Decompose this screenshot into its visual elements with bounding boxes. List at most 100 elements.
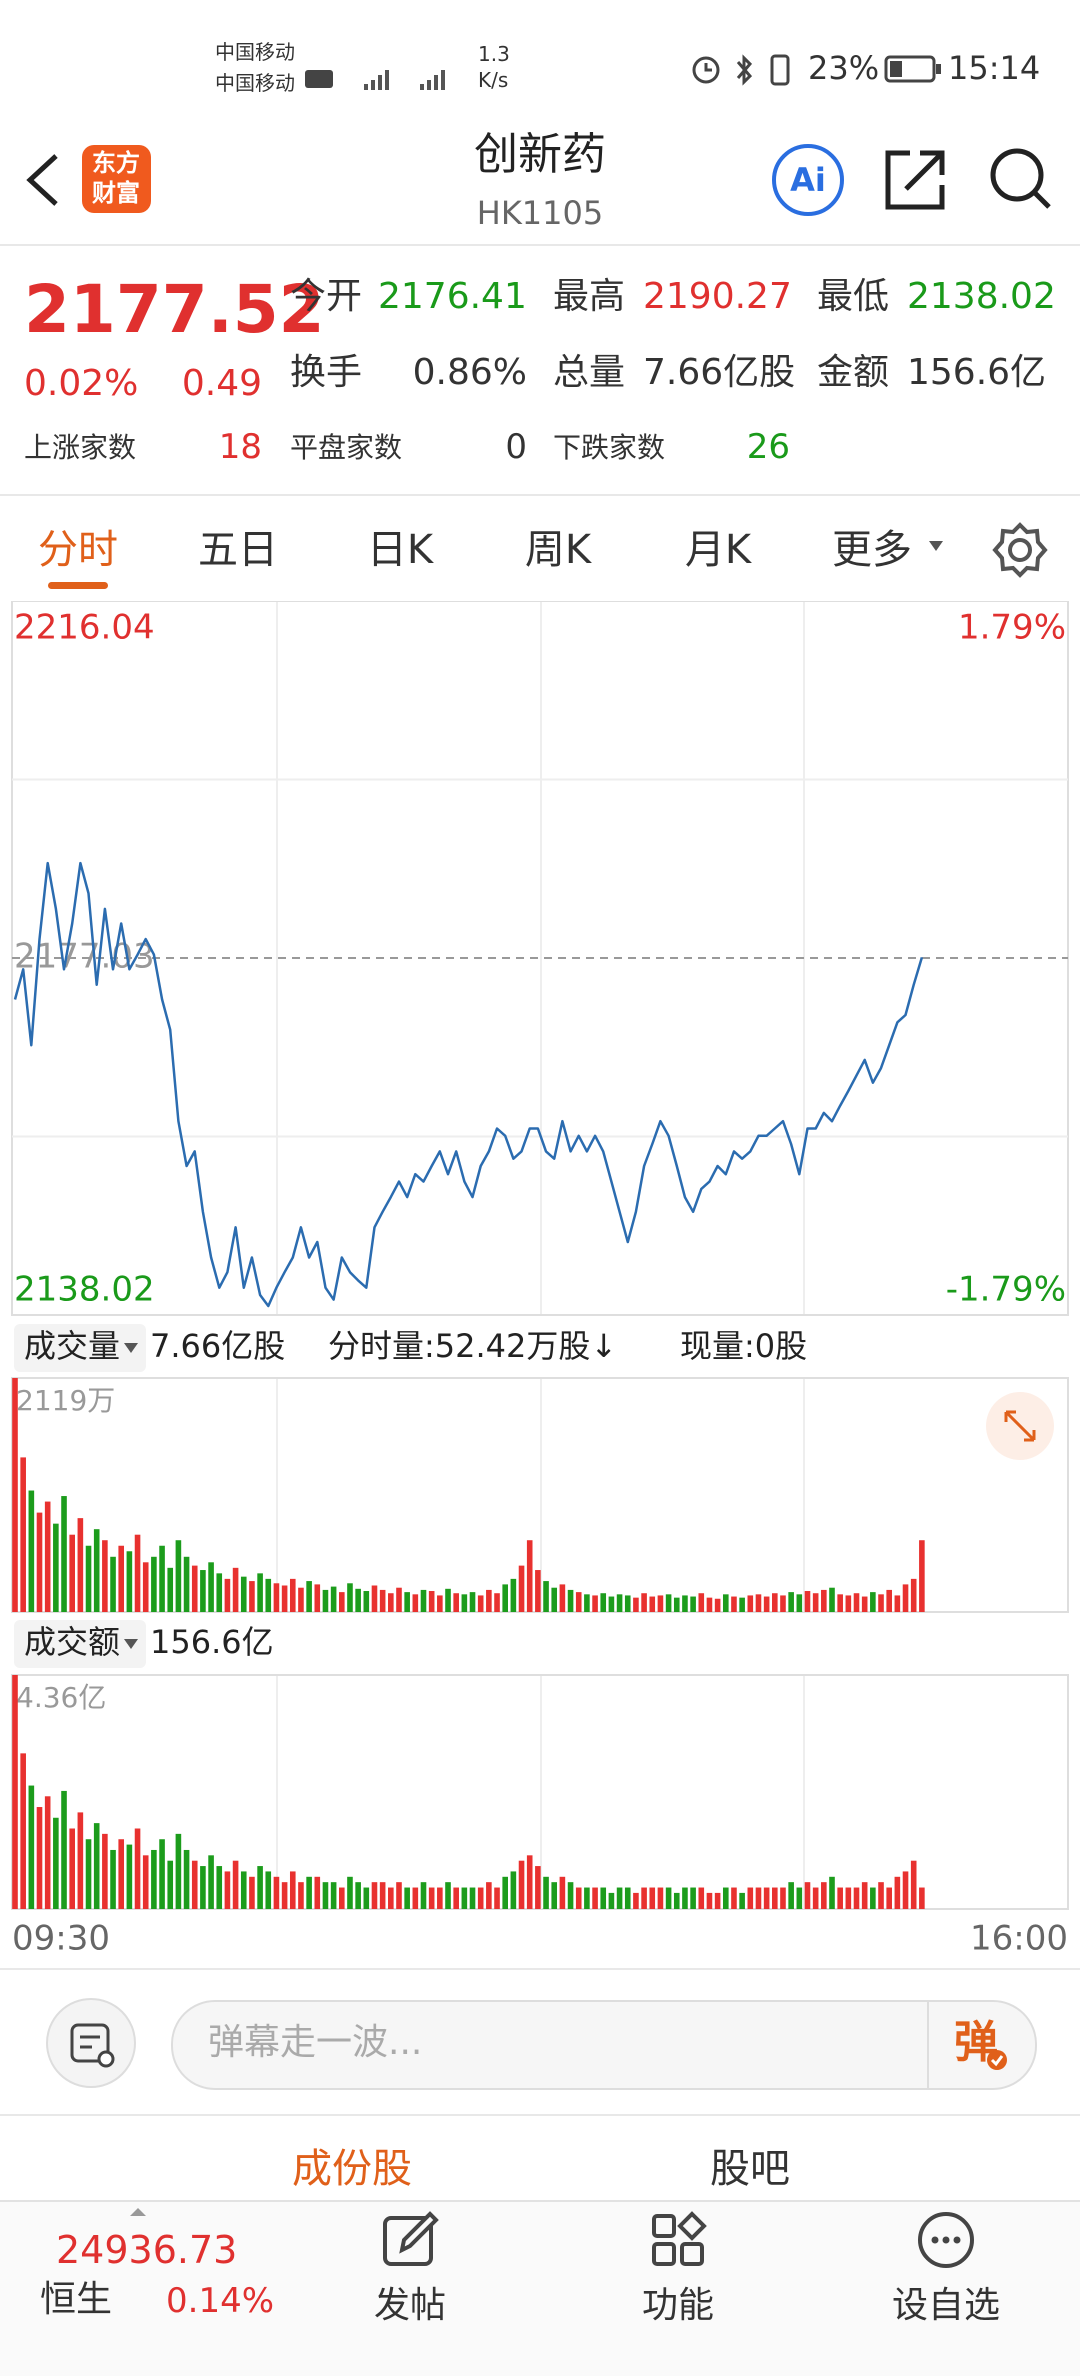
bar xyxy=(878,1882,884,1909)
tab[interactable]: 五日 xyxy=(198,527,278,573)
bar xyxy=(592,1595,598,1612)
y-tick-label: 4.36亿 xyxy=(16,1681,106,1714)
bar xyxy=(175,1540,182,1612)
tab-more[interactable]: 更多 xyxy=(832,527,912,573)
bar xyxy=(224,1871,231,1909)
bar xyxy=(714,1598,721,1612)
back-button[interactable] xyxy=(20,150,70,210)
bar xyxy=(494,1887,500,1909)
expand-button[interactable] xyxy=(986,1392,1054,1460)
bar xyxy=(747,1595,754,1612)
tab[interactable]: 分时 xyxy=(38,527,118,573)
bar xyxy=(649,1596,656,1612)
nav-label[interactable]: 设自选 xyxy=(891,2285,1001,2326)
index-value[interactable]: 24936.73 xyxy=(56,2228,238,2272)
bar xyxy=(845,1887,852,1909)
bar xyxy=(804,1591,811,1612)
bar xyxy=(159,1839,165,1909)
bar xyxy=(690,1596,696,1612)
bar xyxy=(44,1796,51,1909)
bar xyxy=(445,1882,451,1909)
tab[interactable]: 日K xyxy=(366,527,434,573)
bar xyxy=(240,1871,247,1909)
sub-tab[interactable]: 成份股 xyxy=(292,2146,412,2192)
bar xyxy=(592,1887,598,1909)
bar xyxy=(388,1593,394,1612)
bar xyxy=(412,1594,419,1612)
last-price: 2177.52 xyxy=(24,271,325,348)
bar xyxy=(53,1523,59,1612)
bar xyxy=(902,1584,909,1612)
bar xyxy=(183,1849,190,1909)
change-pct: 0.02% xyxy=(24,363,139,404)
bar xyxy=(93,1529,100,1612)
price-line xyxy=(13,861,924,1308)
dropdown-caret xyxy=(929,541,943,551)
bar xyxy=(641,1887,647,1909)
bar xyxy=(249,1876,255,1909)
function-icon[interactable] xyxy=(648,2210,708,2270)
bar xyxy=(706,1597,713,1612)
index-name[interactable]: 恒生 xyxy=(40,2279,113,2320)
bar xyxy=(404,1592,410,1612)
bar xyxy=(85,1839,92,1909)
bar xyxy=(657,1595,664,1612)
bar xyxy=(437,1887,443,1909)
bar xyxy=(535,1866,541,1909)
bar xyxy=(894,1595,901,1612)
breadth-label: 下跌家数 xyxy=(553,431,666,464)
bar xyxy=(837,1594,843,1612)
divider xyxy=(0,494,1080,496)
nav-label[interactable]: 发帖 xyxy=(373,2285,447,2326)
bar xyxy=(526,1540,533,1612)
bar xyxy=(306,1581,312,1612)
post-icon[interactable] xyxy=(380,2210,440,2270)
comment-input[interactable] xyxy=(171,2000,1037,2090)
tab[interactable]: 周K xyxy=(524,527,592,573)
bar xyxy=(232,1567,239,1612)
bar xyxy=(371,1882,378,1909)
tab-indicator xyxy=(48,582,108,589)
tab[interactable]: 月K xyxy=(684,527,752,573)
bar xyxy=(61,1790,67,1909)
sub-tab[interactable]: 股吧 xyxy=(710,2146,790,2192)
field-label: 金额 xyxy=(817,352,890,393)
index-change[interactable]: 0.14% xyxy=(166,2281,275,2321)
field-label: 今开 xyxy=(290,276,363,317)
bar xyxy=(126,1551,133,1612)
share-button[interactable] xyxy=(880,145,950,215)
x-label: 16:00 xyxy=(970,1919,1068,1959)
nav-label[interactable]: 功能 xyxy=(641,2285,715,2326)
ai-label: Ai xyxy=(790,161,826,199)
panel-stat: 7.66亿股 xyxy=(150,1327,285,1365)
bar xyxy=(494,1593,500,1612)
bar xyxy=(600,1887,607,1909)
stock-code: HK1105 xyxy=(476,194,604,232)
search-button[interactable] xyxy=(985,145,1055,215)
bar xyxy=(469,1887,476,1909)
settings-button[interactable] xyxy=(990,520,1050,580)
bar xyxy=(36,1512,43,1612)
bar xyxy=(763,1596,770,1612)
bar xyxy=(445,1588,451,1612)
bar xyxy=(690,1887,696,1909)
bar xyxy=(208,1562,214,1612)
bar xyxy=(142,1855,149,1909)
watchlist-icon[interactable] xyxy=(916,2210,976,2270)
expand-caret[interactable] xyxy=(128,2206,148,2218)
breadth-label: 平盘家数 xyxy=(290,431,403,464)
bar xyxy=(804,1882,811,1909)
bar xyxy=(396,1882,402,1909)
bar xyxy=(502,1584,508,1612)
bar xyxy=(44,1501,51,1612)
bar xyxy=(167,1567,174,1612)
bar xyxy=(861,1882,868,1909)
y2-tick-label: -1.79% xyxy=(946,1270,1066,1310)
bar xyxy=(665,1887,672,1909)
comment-list-button[interactable] xyxy=(44,1997,138,2091)
logo-text: 财富 xyxy=(92,179,140,207)
bar xyxy=(273,1583,280,1612)
ai-button[interactable]: Ai xyxy=(770,142,846,218)
bar xyxy=(159,1545,165,1612)
bar xyxy=(526,1855,533,1909)
